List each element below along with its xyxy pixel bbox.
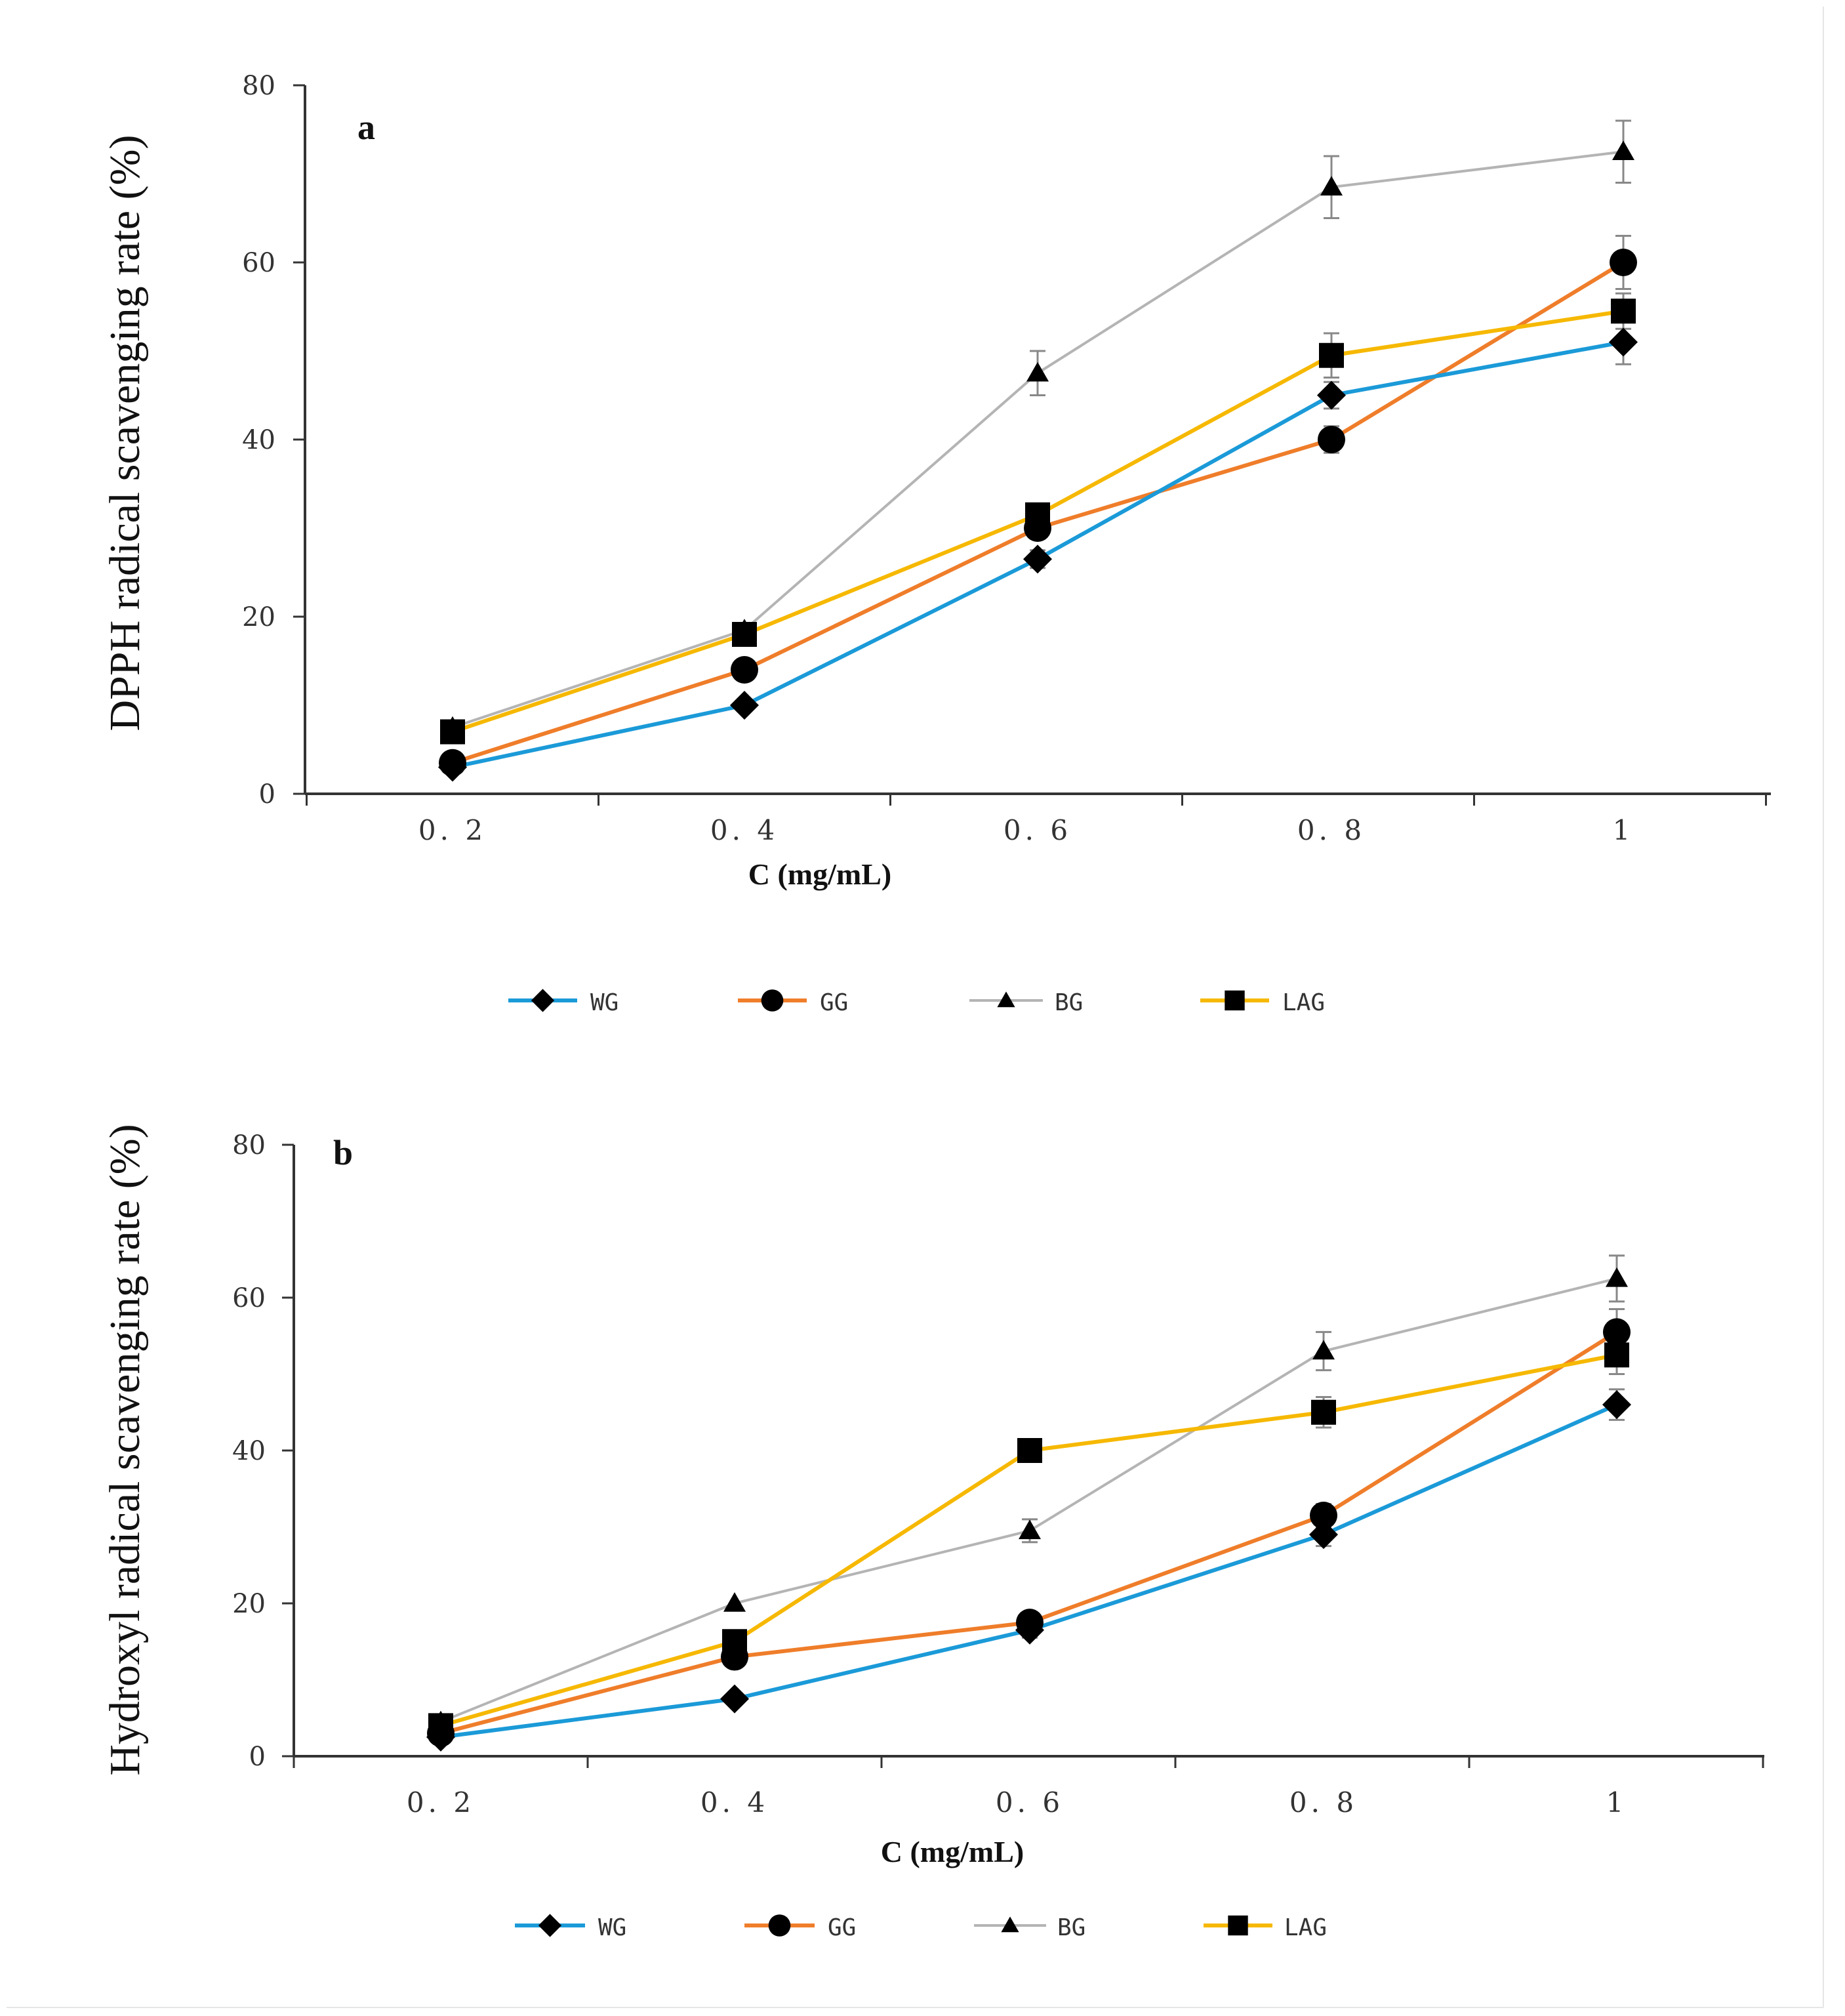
data-point-wg <box>1602 1390 1631 1420</box>
data-point-gg <box>1603 1318 1631 1346</box>
y-tick-label: 60 <box>242 248 275 278</box>
x-tick-label: 0. 4 <box>710 814 779 846</box>
data-point-lag <box>1017 1438 1042 1463</box>
data-point-bg <box>1612 140 1634 160</box>
x-tick-label: 1 <box>1606 1786 1628 1819</box>
legend-item-bg: BG <box>974 1914 1085 1941</box>
data-point-bg <box>1019 1519 1041 1540</box>
legend-label-lag: LAG <box>1284 1914 1327 1941</box>
data-point-bg <box>1606 1267 1628 1287</box>
data-point-lag <box>1025 502 1050 527</box>
x-tick-label: 0. 2 <box>418 814 487 846</box>
x-tick-label: 0. 8 <box>1289 1786 1358 1819</box>
legend-b: WG GG BG LAG <box>515 1914 1327 1941</box>
data-point-lag <box>1611 298 1636 324</box>
y-tick-label: 60 <box>232 1283 266 1313</box>
data-point-wg <box>438 752 467 782</box>
legend-swatch-gg <box>744 1914 815 1937</box>
legend-item-bg: BG <box>969 989 1083 1016</box>
legend-label-gg: GG <box>820 989 848 1016</box>
x-tick-label: 1 <box>1613 814 1634 846</box>
legend-label-wg: WG <box>590 989 618 1016</box>
legend-label-gg: GG <box>828 1914 856 1941</box>
legend-item-wg: WG <box>515 1914 626 1941</box>
legend-swatch-wg <box>515 1914 585 1937</box>
panel-label-a: a <box>357 108 375 147</box>
data-point-wg <box>730 691 759 720</box>
legend-item-lag: LAG <box>1204 1914 1327 1941</box>
legend-marker-gg <box>761 989 784 1012</box>
data-point-wg <box>1015 1615 1044 1645</box>
data-point-wg <box>1609 327 1638 357</box>
legend-label-wg: WG <box>598 1914 626 1941</box>
data-point-wg <box>1317 381 1346 410</box>
legend-label-lag: LAG <box>1282 989 1325 1016</box>
legend-marker-lag <box>1228 1915 1248 1936</box>
plot-area-a: 0 20 40 60 80 0. 2 0. 4 0. 6 0. 8 1 <box>242 71 1771 846</box>
y-tick-label: 80 <box>232 1130 266 1161</box>
x-tick-label: 0. 2 <box>407 1786 475 1819</box>
data-point-lag <box>1319 342 1344 368</box>
legend-item-gg: GG <box>744 1914 856 1941</box>
data-point-wg <box>720 1684 749 1714</box>
legend-a: WG GG BG LAG <box>508 989 1325 1016</box>
legend-swatch-bg <box>974 1916 1046 1933</box>
legend-marker-bg <box>997 991 1015 1008</box>
y-tick-label: 0 <box>259 779 275 810</box>
y-tick-label: 20 <box>242 602 275 632</box>
legend-swatch-gg <box>738 989 807 1012</box>
data-point-lag <box>722 1629 747 1655</box>
data-point-bg <box>1320 176 1343 195</box>
x-axis-title-b: C (mg/mL) <box>881 1835 1024 1868</box>
panel-label-b: b <box>333 1133 353 1172</box>
x-tick-label: 0. 6 <box>996 1786 1064 1819</box>
data-point-bg <box>1312 1340 1335 1360</box>
x-axis-title-a: C (mg/mL) <box>748 857 891 891</box>
legend-marker-gg <box>768 1914 791 1937</box>
data-point-gg <box>1610 249 1637 276</box>
legend-swatch-lag <box>1204 1915 1272 1936</box>
data-point-gg <box>1318 426 1345 453</box>
x-tick-label: 0. 6 <box>1004 814 1072 846</box>
legend-item-lag: LAG <box>1200 989 1325 1016</box>
y-tick-label: 80 <box>242 71 275 101</box>
legend-marker-lag <box>1225 990 1245 1011</box>
data-point-lag <box>428 1713 453 1738</box>
chart-panel-b: b Hydroxyl radical scavenging rate (%) C… <box>101 1124 1764 1868</box>
data-point-lag <box>1604 1342 1629 1368</box>
legend-item-wg: WG <box>508 989 618 1016</box>
legend-marker-wg <box>531 989 555 1012</box>
data-point-wg <box>1309 1520 1338 1550</box>
y-tick-label: 0 <box>249 1742 266 1772</box>
y-tick-label: 20 <box>232 1589 266 1619</box>
plot-area-b: 0 20 40 60 80 0. 2 0. 4 0. 6 0. 8 1 <box>232 1130 1764 1819</box>
y-axis-title-a: DPPH radical scavenging rate (%) <box>101 134 149 731</box>
legend-item-gg: GG <box>738 989 848 1016</box>
x-tick-label: 0. 4 <box>700 1786 769 1819</box>
data-point-lag <box>1311 1399 1336 1425</box>
x-tick-label: 0. 8 <box>1297 814 1366 846</box>
data-point-bg <box>1026 361 1049 382</box>
legend-label-bg: BG <box>1057 1914 1085 1941</box>
y-tick-label: 40 <box>232 1436 266 1466</box>
data-point-gg <box>1310 1502 1337 1530</box>
data-point-lag <box>440 719 465 745</box>
legend-swatch-bg <box>969 991 1043 1008</box>
legend-marker-wg <box>538 1914 562 1937</box>
legend-swatch-lag <box>1200 990 1269 1011</box>
data-point-gg <box>731 656 758 684</box>
data-point-wg <box>1023 545 1052 574</box>
data-point-lag <box>732 622 757 647</box>
y-tick-label: 40 <box>242 425 275 455</box>
y-axis-title-b: Hydroxyl radical scavenging rate (%) <box>101 1124 149 1775</box>
legend-swatch-wg <box>508 989 577 1012</box>
legend-marker-bg <box>1001 1916 1019 1933</box>
chart-panel-a: a DPPH radical scavenging rate (%) C (mg… <box>101 71 1771 891</box>
data-point-bg <box>723 1592 746 1612</box>
legend-label-bg: BG <box>1055 989 1083 1016</box>
